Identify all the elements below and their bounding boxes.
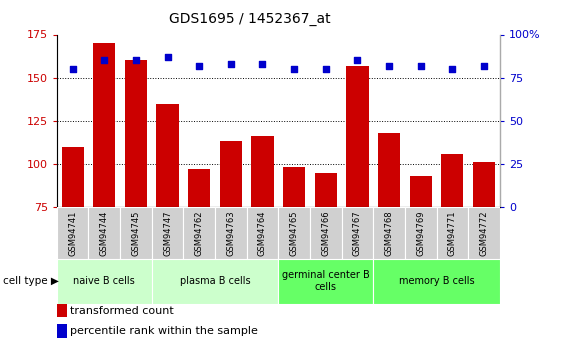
Bar (125, 60, 147, 207)
Point (131, 58, 140, 63)
Bar (156, 104, 178, 207)
FancyBboxPatch shape (278, 259, 373, 304)
Point (68, 66, 77, 72)
Bar (315, 172, 337, 207)
FancyBboxPatch shape (373, 259, 500, 304)
Bar (188, 169, 210, 207)
Text: transformed count: transformed count (70, 306, 174, 315)
FancyBboxPatch shape (152, 207, 183, 259)
FancyBboxPatch shape (278, 207, 310, 259)
Bar (441, 154, 463, 207)
FancyBboxPatch shape (152, 259, 278, 304)
FancyBboxPatch shape (57, 259, 152, 304)
Bar (410, 176, 432, 207)
FancyBboxPatch shape (183, 207, 215, 259)
Point (226, 61, 235, 67)
Text: cell type ▶: cell type ▶ (3, 276, 59, 286)
Text: memory B cells: memory B cells (399, 276, 474, 286)
Bar (220, 141, 242, 207)
FancyBboxPatch shape (373, 207, 405, 259)
FancyBboxPatch shape (468, 207, 500, 259)
FancyBboxPatch shape (437, 207, 468, 259)
Point (258, 61, 267, 67)
FancyBboxPatch shape (215, 207, 247, 259)
FancyBboxPatch shape (405, 207, 437, 259)
Bar (378, 133, 400, 207)
Bar (93, 43, 115, 207)
Text: GSM94768: GSM94768 (385, 210, 394, 256)
Bar (61, 147, 83, 207)
Point (321, 66, 331, 72)
Text: naive B cells: naive B cells (73, 276, 135, 286)
Bar (283, 167, 305, 207)
Bar (346, 66, 369, 207)
Text: plasma B cells: plasma B cells (179, 276, 250, 286)
Text: GSM94769: GSM94769 (416, 210, 425, 256)
Point (163, 54, 172, 60)
Text: GSM94762: GSM94762 (195, 210, 204, 256)
Text: percentile rank within the sample: percentile rank within the sample (70, 326, 258, 336)
FancyBboxPatch shape (310, 207, 341, 259)
FancyBboxPatch shape (120, 207, 152, 259)
Text: GSM94763: GSM94763 (227, 210, 235, 256)
Text: GSM94745: GSM94745 (131, 210, 140, 256)
Point (416, 63, 425, 68)
Point (100, 58, 109, 63)
Text: GSM94747: GSM94747 (163, 210, 172, 256)
Text: GSM94764: GSM94764 (258, 210, 267, 256)
Text: GSM94744: GSM94744 (100, 210, 108, 256)
Point (385, 63, 394, 68)
Text: GDS1695 / 1452367_at: GDS1695 / 1452367_at (169, 12, 331, 26)
Point (448, 66, 457, 72)
FancyBboxPatch shape (247, 207, 278, 259)
Text: GSM94766: GSM94766 (321, 210, 330, 256)
Text: GSM94771: GSM94771 (448, 210, 457, 256)
FancyBboxPatch shape (89, 207, 120, 259)
Bar (473, 162, 495, 207)
FancyBboxPatch shape (341, 207, 373, 259)
Point (290, 66, 299, 72)
Point (479, 63, 488, 68)
Point (353, 58, 362, 63)
Text: GSM94765: GSM94765 (290, 210, 299, 256)
Text: GSM94741: GSM94741 (68, 210, 77, 256)
Text: GSM94767: GSM94767 (353, 210, 362, 256)
FancyBboxPatch shape (57, 207, 89, 259)
Text: GSM94772: GSM94772 (479, 210, 488, 256)
Text: germinal center B
cells: germinal center B cells (282, 270, 370, 292)
Bar (252, 136, 274, 207)
Point (195, 63, 204, 68)
